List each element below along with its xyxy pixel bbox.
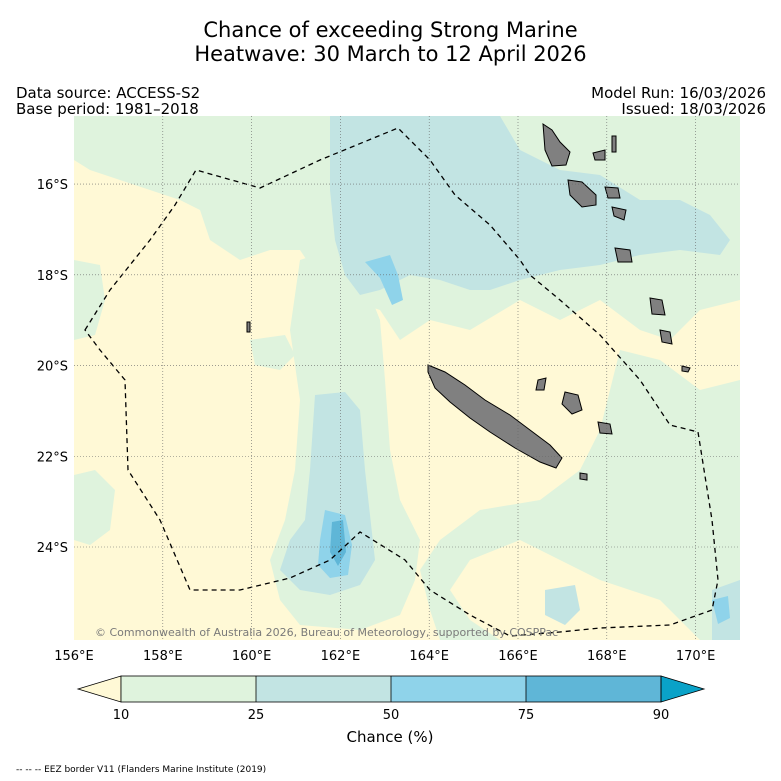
- region-10-25-southwest: [74, 470, 115, 545]
- x-tick-label: 168°E: [587, 649, 627, 664]
- island-vanuatu-8: [649, 297, 666, 316]
- region-10-25-center: [250, 335, 295, 370]
- region-50-75-east: [712, 596, 730, 624]
- colorbar-extend-high: [660, 675, 706, 703]
- colorbar-bin-50-75: [391, 676, 526, 702]
- island-vanuatu-10: [681, 365, 691, 373]
- meta-left: Data source: ACCESS-S2 Base period: 1981…: [16, 85, 200, 117]
- y-tick-label: 22°S: [37, 450, 68, 465]
- island-vanuatu-4: [604, 186, 621, 199]
- island-vanuatu-3: [592, 149, 606, 161]
- colorbar-tick-label: 25: [248, 708, 265, 723]
- copyright-notice: © Commonwealth of Australia 2026, Bureau…: [95, 626, 558, 639]
- colorbar-bin-10-25: [121, 676, 256, 702]
- colorbar-extend-low: [76, 675, 122, 703]
- issued-date: Issued: 18/03/2026: [621, 100, 766, 118]
- x-tick-labels: 156°E 158°E 160°E 162°E 164°E 166°E 168°E 170°E: [54, 649, 715, 664]
- island-loyalty-3: [535, 377, 547, 391]
- colorbar-bin-75-90: [526, 676, 661, 702]
- colorbar-tick-labels: 10 25 50 75 90: [113, 708, 670, 723]
- region-10-25-west-edge: [74, 260, 105, 340]
- data-source: Data source: ACCESS-S2: [16, 84, 201, 102]
- colorbar-tick-label: 75: [518, 708, 535, 723]
- x-tick-label: 164°E: [409, 649, 449, 664]
- colorbar-bin-25-50: [256, 676, 391, 702]
- island-new-caledonia: [427, 364, 563, 469]
- map-area: © Commonwealth of Australia 2026, Bureau…: [74, 116, 740, 640]
- island-vanuatu-9: [659, 329, 673, 345]
- land-masses: [246, 123, 691, 481]
- region-50-75-north: [365, 255, 403, 305]
- island-vanuatu-5: [611, 135, 617, 153]
- colorbar-label: Chance (%): [347, 728, 434, 746]
- colorbar: 10 25 50 75 90 Chance (%): [76, 675, 706, 746]
- eez-border: [84, 127, 719, 637]
- colorbar-tick-label: 90: [653, 708, 670, 723]
- x-tick-label: 156°E: [54, 649, 94, 664]
- island-vanuatu-1: [542, 123, 571, 167]
- x-tick-label: 162°E: [321, 649, 361, 664]
- x-tick-label: 160°E: [232, 649, 272, 664]
- region-10-25-east: [420, 350, 740, 640]
- colorbar-tick-label: 10: [113, 708, 130, 723]
- gridlines: [74, 116, 740, 640]
- island-loyalty-1: [561, 391, 583, 415]
- region-75-90-south: [330, 520, 346, 566]
- y-tick-label: 16°S: [37, 178, 68, 193]
- island-vanuatu-7: [614, 247, 633, 263]
- island-west-islet: [246, 321, 251, 333]
- island-walpole: [579, 472, 588, 481]
- y-tick-label: 24°S: [37, 541, 68, 556]
- x-tick-label: 170°E: [676, 649, 716, 664]
- colorbar-tick-label: 50: [383, 708, 400, 723]
- x-tick-label: 158°E: [143, 649, 183, 664]
- eez-footnote: -- -- -- EEZ border V11 (Flanders Marine…: [16, 765, 267, 775]
- island-vanuatu-2: [567, 179, 597, 208]
- chart-title-line1: Chance of exceeding Strong Marine: [203, 18, 578, 42]
- island-loyalty-2: [597, 421, 613, 435]
- meta-right: Model Run: 16/03/2026 Issued: 18/03/2026: [591, 85, 766, 117]
- chart-title-line2: Heatwave: 30 March to 12 April 2026: [194, 42, 587, 66]
- y-tick-labels: 16°S 18°S 20°S 22°S 24°S: [37, 178, 68, 556]
- x-tick-label: 166°E: [498, 649, 538, 664]
- y-tick-label: 18°S: [37, 269, 68, 284]
- base-period: Base period: 1981–2018: [16, 100, 199, 118]
- model-run: Model Run: 16/03/2026: [591, 84, 766, 102]
- region-25-50-east-small: [545, 585, 580, 625]
- y-tick-label: 20°S: [37, 360, 68, 375]
- regions-75-90: [330, 520, 346, 566]
- chart-title: Chance of exceeding Strong Marine Heatwa…: [0, 18, 781, 66]
- colorbar-separators: [255, 676, 527, 702]
- island-vanuatu-6: [611, 206, 627, 221]
